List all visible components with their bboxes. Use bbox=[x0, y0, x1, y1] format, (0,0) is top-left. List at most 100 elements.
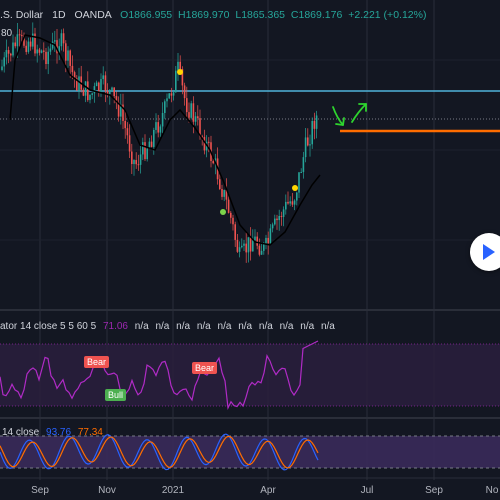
candle-body bbox=[71, 65, 74, 73]
candle-body bbox=[238, 247, 241, 252]
candle-body bbox=[12, 42, 14, 56]
marker-green bbox=[220, 209, 226, 215]
candle-body bbox=[168, 93, 170, 99]
candle-body bbox=[111, 87, 113, 90]
indicator-2-label: 14 close bbox=[2, 427, 40, 438]
x-axis-label: 2021 bbox=[161, 485, 185, 496]
candle-body bbox=[236, 239, 239, 252]
na-value: n/a bbox=[320, 321, 335, 332]
candle-body bbox=[181, 69, 184, 86]
candle-body bbox=[190, 103, 192, 118]
candle-body bbox=[175, 70, 177, 93]
candle-body bbox=[280, 215, 283, 217]
candle-body bbox=[133, 160, 135, 165]
indicator-1-legend[interactable]: ator 14 close 5 5 60 5 71.06 n/a n/a n/a… bbox=[0, 321, 335, 332]
candle-body bbox=[40, 50, 43, 53]
bull-label: Bull bbox=[105, 389, 127, 401]
candle-body bbox=[58, 46, 60, 54]
x-axis-label: Sep bbox=[425, 485, 443, 496]
candle-body bbox=[285, 201, 287, 210]
x-axis-label: Sep bbox=[31, 485, 49, 496]
candle-body bbox=[47, 51, 49, 65]
bear-label: Bear bbox=[192, 362, 218, 374]
candle-body bbox=[230, 212, 232, 218]
candle-body bbox=[23, 35, 25, 46]
na-value: n/a bbox=[217, 321, 232, 332]
candle-body bbox=[115, 96, 118, 103]
candle-body bbox=[271, 224, 274, 229]
candle-body bbox=[267, 237, 269, 244]
candle-body bbox=[291, 201, 294, 205]
candle-body bbox=[245, 243, 247, 253]
play-icon bbox=[483, 244, 495, 260]
candle-body bbox=[265, 237, 267, 244]
candle-body bbox=[126, 128, 129, 136]
candle-body bbox=[201, 136, 203, 138]
candle-body bbox=[78, 76, 80, 91]
candle-body bbox=[51, 41, 54, 49]
candle-body bbox=[212, 161, 214, 164]
candle-body bbox=[34, 33, 36, 54]
candle-body bbox=[172, 92, 175, 96]
candle-body bbox=[157, 122, 159, 133]
candle-body bbox=[69, 50, 71, 66]
candle-body bbox=[260, 250, 263, 255]
na-value: n/a bbox=[279, 321, 294, 332]
symbol-legend[interactable]: .S. Dollar 1D OANDA O1866.955 H1869.970 … bbox=[0, 9, 426, 21]
oscillator-band bbox=[0, 344, 500, 406]
candle-body bbox=[102, 75, 104, 80]
candle-body bbox=[293, 200, 296, 205]
candle-body bbox=[234, 224, 236, 240]
candle-body bbox=[183, 85, 186, 99]
na-value: n/a bbox=[238, 321, 253, 332]
close-value: C1869.176 bbox=[290, 9, 343, 21]
symbol-name[interactable]: .S. Dollar bbox=[0, 9, 44, 21]
indicator-2-legend[interactable]: 14 close 93.76 77.34 bbox=[2, 427, 103, 438]
candle-body bbox=[241, 245, 243, 248]
high-value: H1869.970 bbox=[178, 9, 230, 21]
replay-play-button[interactable] bbox=[470, 233, 500, 271]
low-value: L1865.365 bbox=[235, 9, 285, 21]
candle-body bbox=[199, 118, 201, 137]
na-value: n/a bbox=[196, 321, 211, 332]
candle-body bbox=[137, 164, 140, 166]
candle-body bbox=[120, 104, 122, 117]
candle-body bbox=[247, 237, 250, 253]
indicator-1-label: ator 14 close 5 5 60 5 bbox=[0, 321, 97, 332]
candle-body bbox=[139, 154, 142, 165]
exchange-label: OANDA bbox=[74, 9, 112, 21]
candle-body bbox=[36, 49, 38, 54]
candle-body bbox=[203, 137, 206, 151]
oscillator-line bbox=[0, 340, 319, 411]
candle-body bbox=[144, 142, 146, 160]
candle-body bbox=[109, 89, 111, 95]
x-axis-label: Jul bbox=[360, 485, 374, 496]
candle-body bbox=[106, 90, 109, 95]
candle-body bbox=[258, 245, 261, 255]
candle-body bbox=[278, 215, 280, 221]
candle-body bbox=[282, 209, 285, 217]
candle-body bbox=[84, 81, 87, 96]
candle-body bbox=[27, 41, 30, 52]
candle-body bbox=[7, 50, 10, 54]
candle-body bbox=[252, 240, 254, 252]
candle-body bbox=[54, 40, 56, 42]
candle-body bbox=[146, 148, 148, 160]
candle-body bbox=[117, 102, 120, 117]
candle-body bbox=[225, 190, 228, 200]
stochastic-k-value: 93.76 bbox=[46, 427, 72, 438]
candle-body bbox=[276, 218, 278, 221]
candle-body bbox=[304, 137, 307, 158]
candle-body bbox=[128, 135, 131, 152]
x-axis-label: Nov bbox=[98, 485, 116, 496]
candle-body bbox=[164, 101, 166, 113]
candle-body bbox=[287, 201, 289, 204]
candle-body bbox=[10, 53, 12, 56]
candle-body bbox=[38, 49, 41, 53]
candle-body bbox=[188, 112, 190, 118]
na-value: n/a bbox=[134, 321, 149, 332]
candle-body bbox=[32, 33, 34, 47]
candle-body bbox=[91, 93, 93, 95]
candle-body bbox=[98, 82, 100, 92]
